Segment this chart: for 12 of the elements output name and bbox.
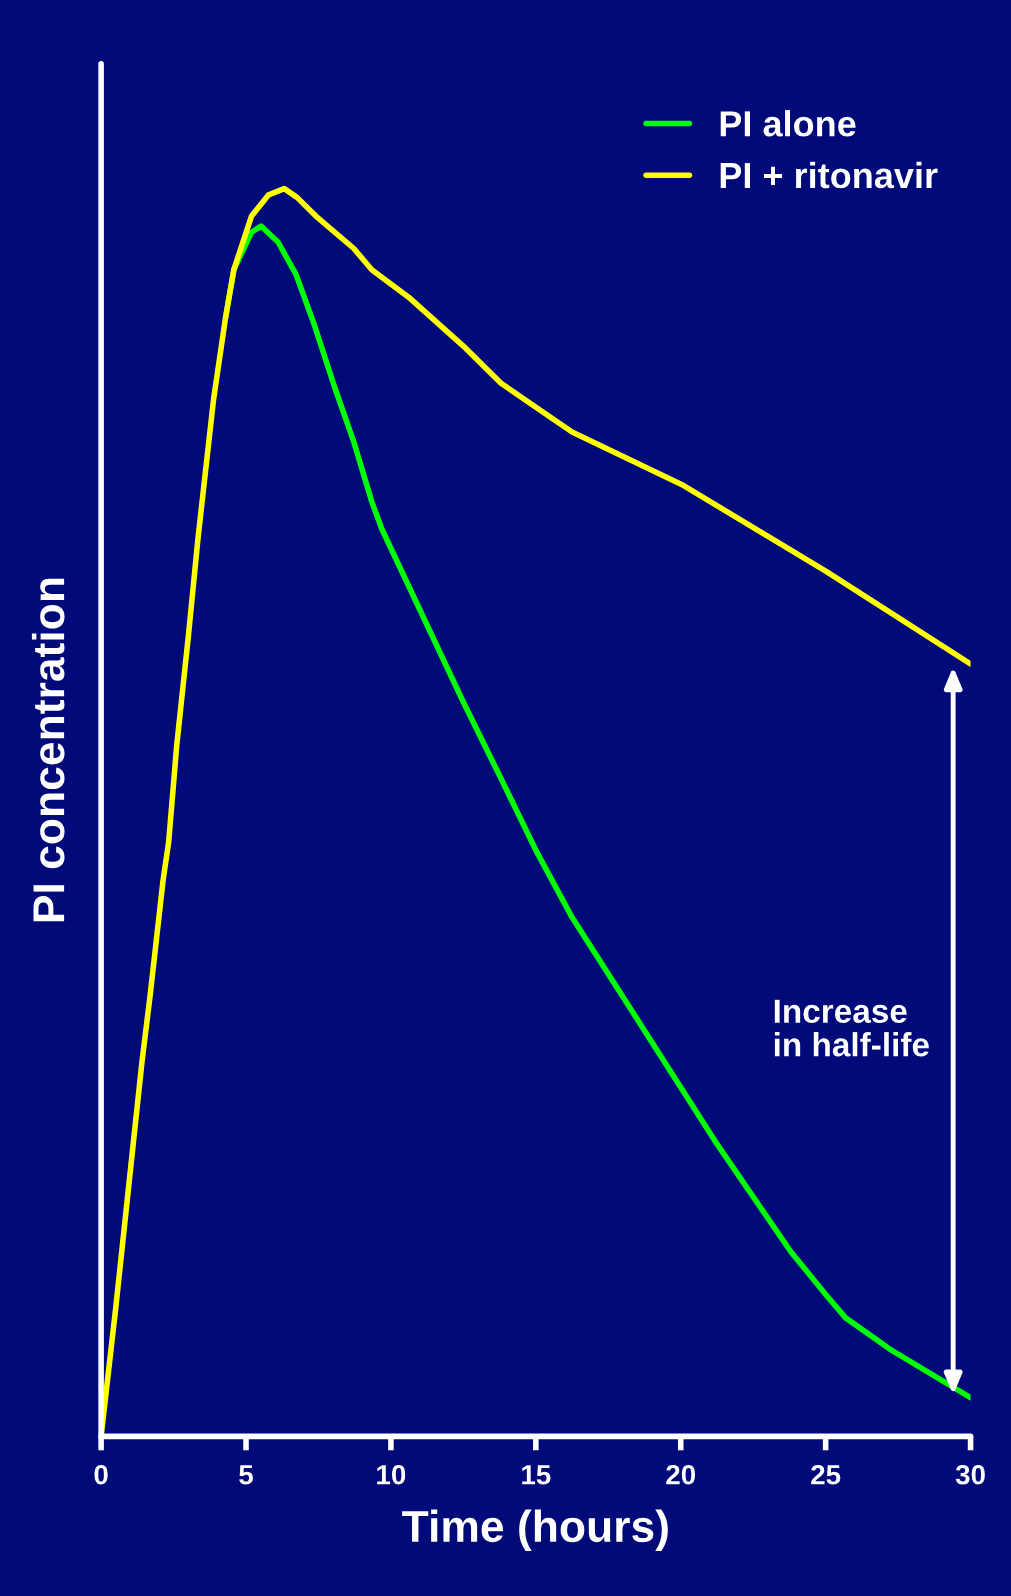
x-tick-label: 25: [811, 1464, 841, 1485]
x-tick-label: 15: [522, 1465, 551, 1485]
x-axis-title: Time (hours): [402, 1509, 668, 1551]
x-tick-label: 20: [666, 1464, 696, 1485]
x-tick-label: 10: [377, 1464, 406, 1485]
legend-label: PI alone: [720, 110, 856, 137]
annotation: Increase in half-life: [774, 999, 929, 1057]
x-tick-label: 5: [239, 1465, 253, 1485]
x-tick-label: 30: [955, 1464, 985, 1485]
legend-label: PI + ritonavir: [720, 161, 938, 189]
y-axis-title: PI concentration: [31, 578, 65, 922]
x-tick-label: 0: [94, 1464, 108, 1485]
